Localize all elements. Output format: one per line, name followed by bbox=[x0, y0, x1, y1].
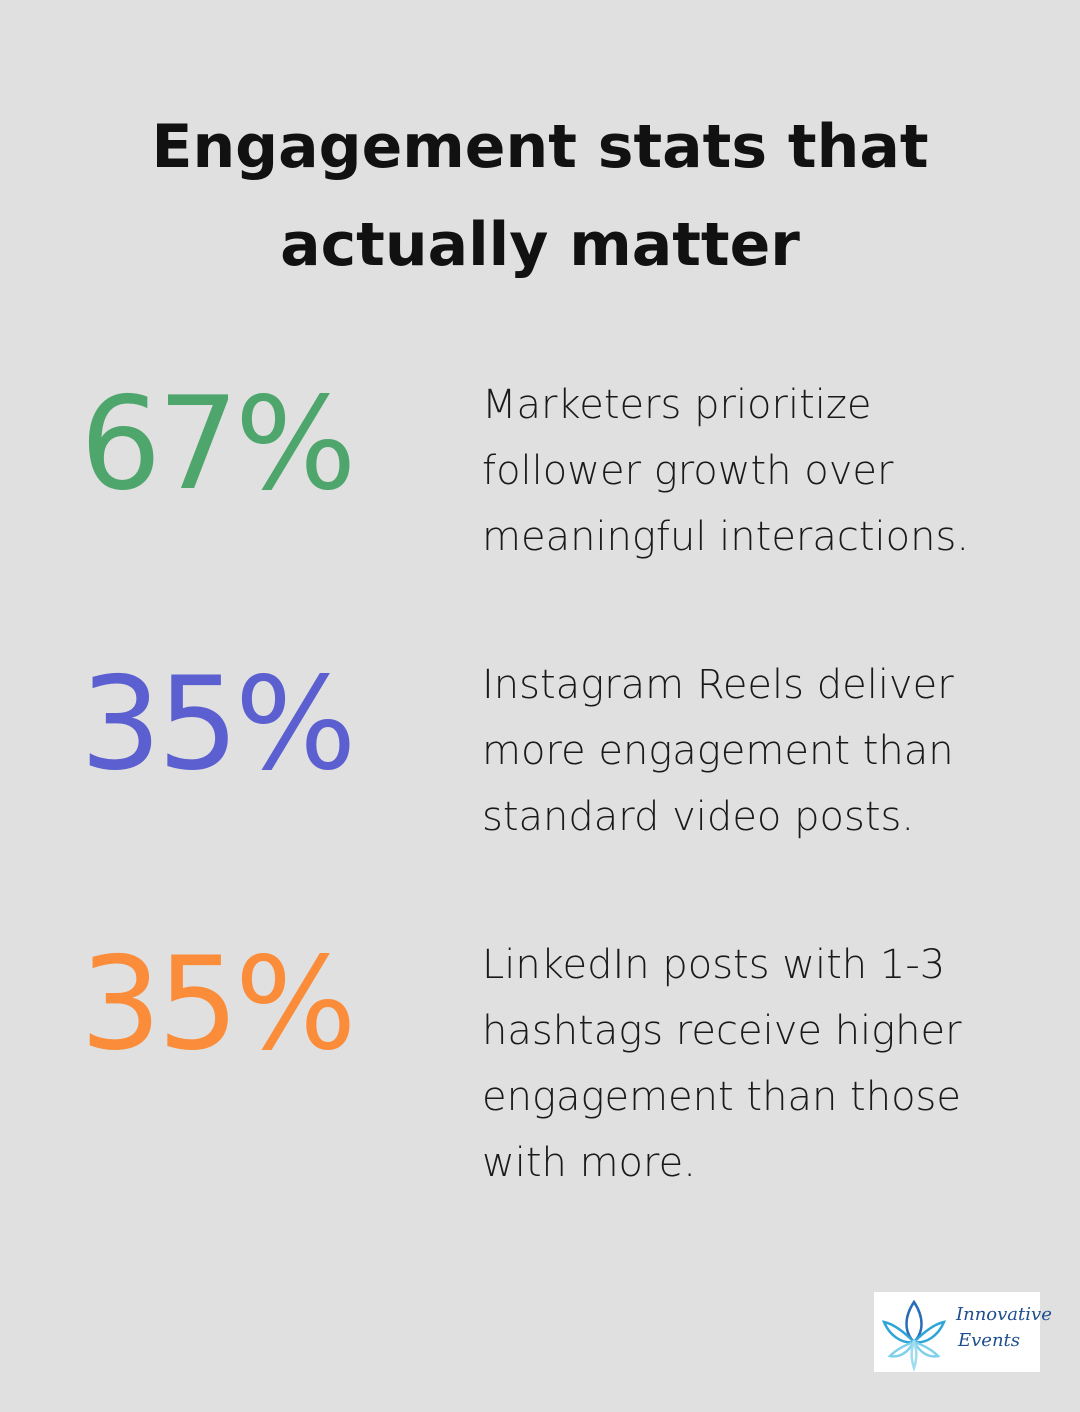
stat-description-line: with more. bbox=[482, 1140, 696, 1186]
stat-description-line: Instagram Reels deliver bbox=[482, 662, 954, 708]
stat-description-line: more engagement than bbox=[482, 728, 954, 774]
stat-description: LinkedIn posts with 1-3 hashtags receive … bbox=[482, 932, 962, 1196]
stat-description-line: Marketers prioritize bbox=[482, 382, 872, 428]
stat-description-line: engagement than those bbox=[482, 1074, 961, 1120]
logo-line: Innovative bbox=[956, 1304, 1052, 1325]
stat-description-line: standard video posts. bbox=[482, 794, 915, 840]
stat-value: 67% bbox=[80, 370, 357, 519]
logo: Innovative Events bbox=[874, 1292, 1052, 1372]
logo-icon bbox=[881, 1299, 947, 1372]
stat-description-line: meaningful interactions. bbox=[482, 514, 970, 560]
stat-description: Instagram Reels deliver more engagement t… bbox=[482, 652, 954, 850]
stat-value: 35% bbox=[80, 930, 357, 1079]
title-line: Engagement stats that bbox=[151, 112, 929, 182]
stat-description-line: hashtags receive higher bbox=[482, 1008, 962, 1054]
logo-line: Events bbox=[958, 1330, 1021, 1351]
logo-text: Innovative Events bbox=[956, 1302, 1052, 1354]
stat-description: Marketers prioritize follower growth over… bbox=[482, 372, 969, 570]
stat-value: 35% bbox=[80, 650, 357, 799]
title: Engagement stats that actually matter bbox=[0, 98, 1080, 294]
stat-description-line: LinkedIn posts with 1-3 bbox=[482, 942, 946, 988]
stat-description-line: follower growth over bbox=[482, 448, 894, 494]
title-line: actually matter bbox=[280, 210, 800, 280]
